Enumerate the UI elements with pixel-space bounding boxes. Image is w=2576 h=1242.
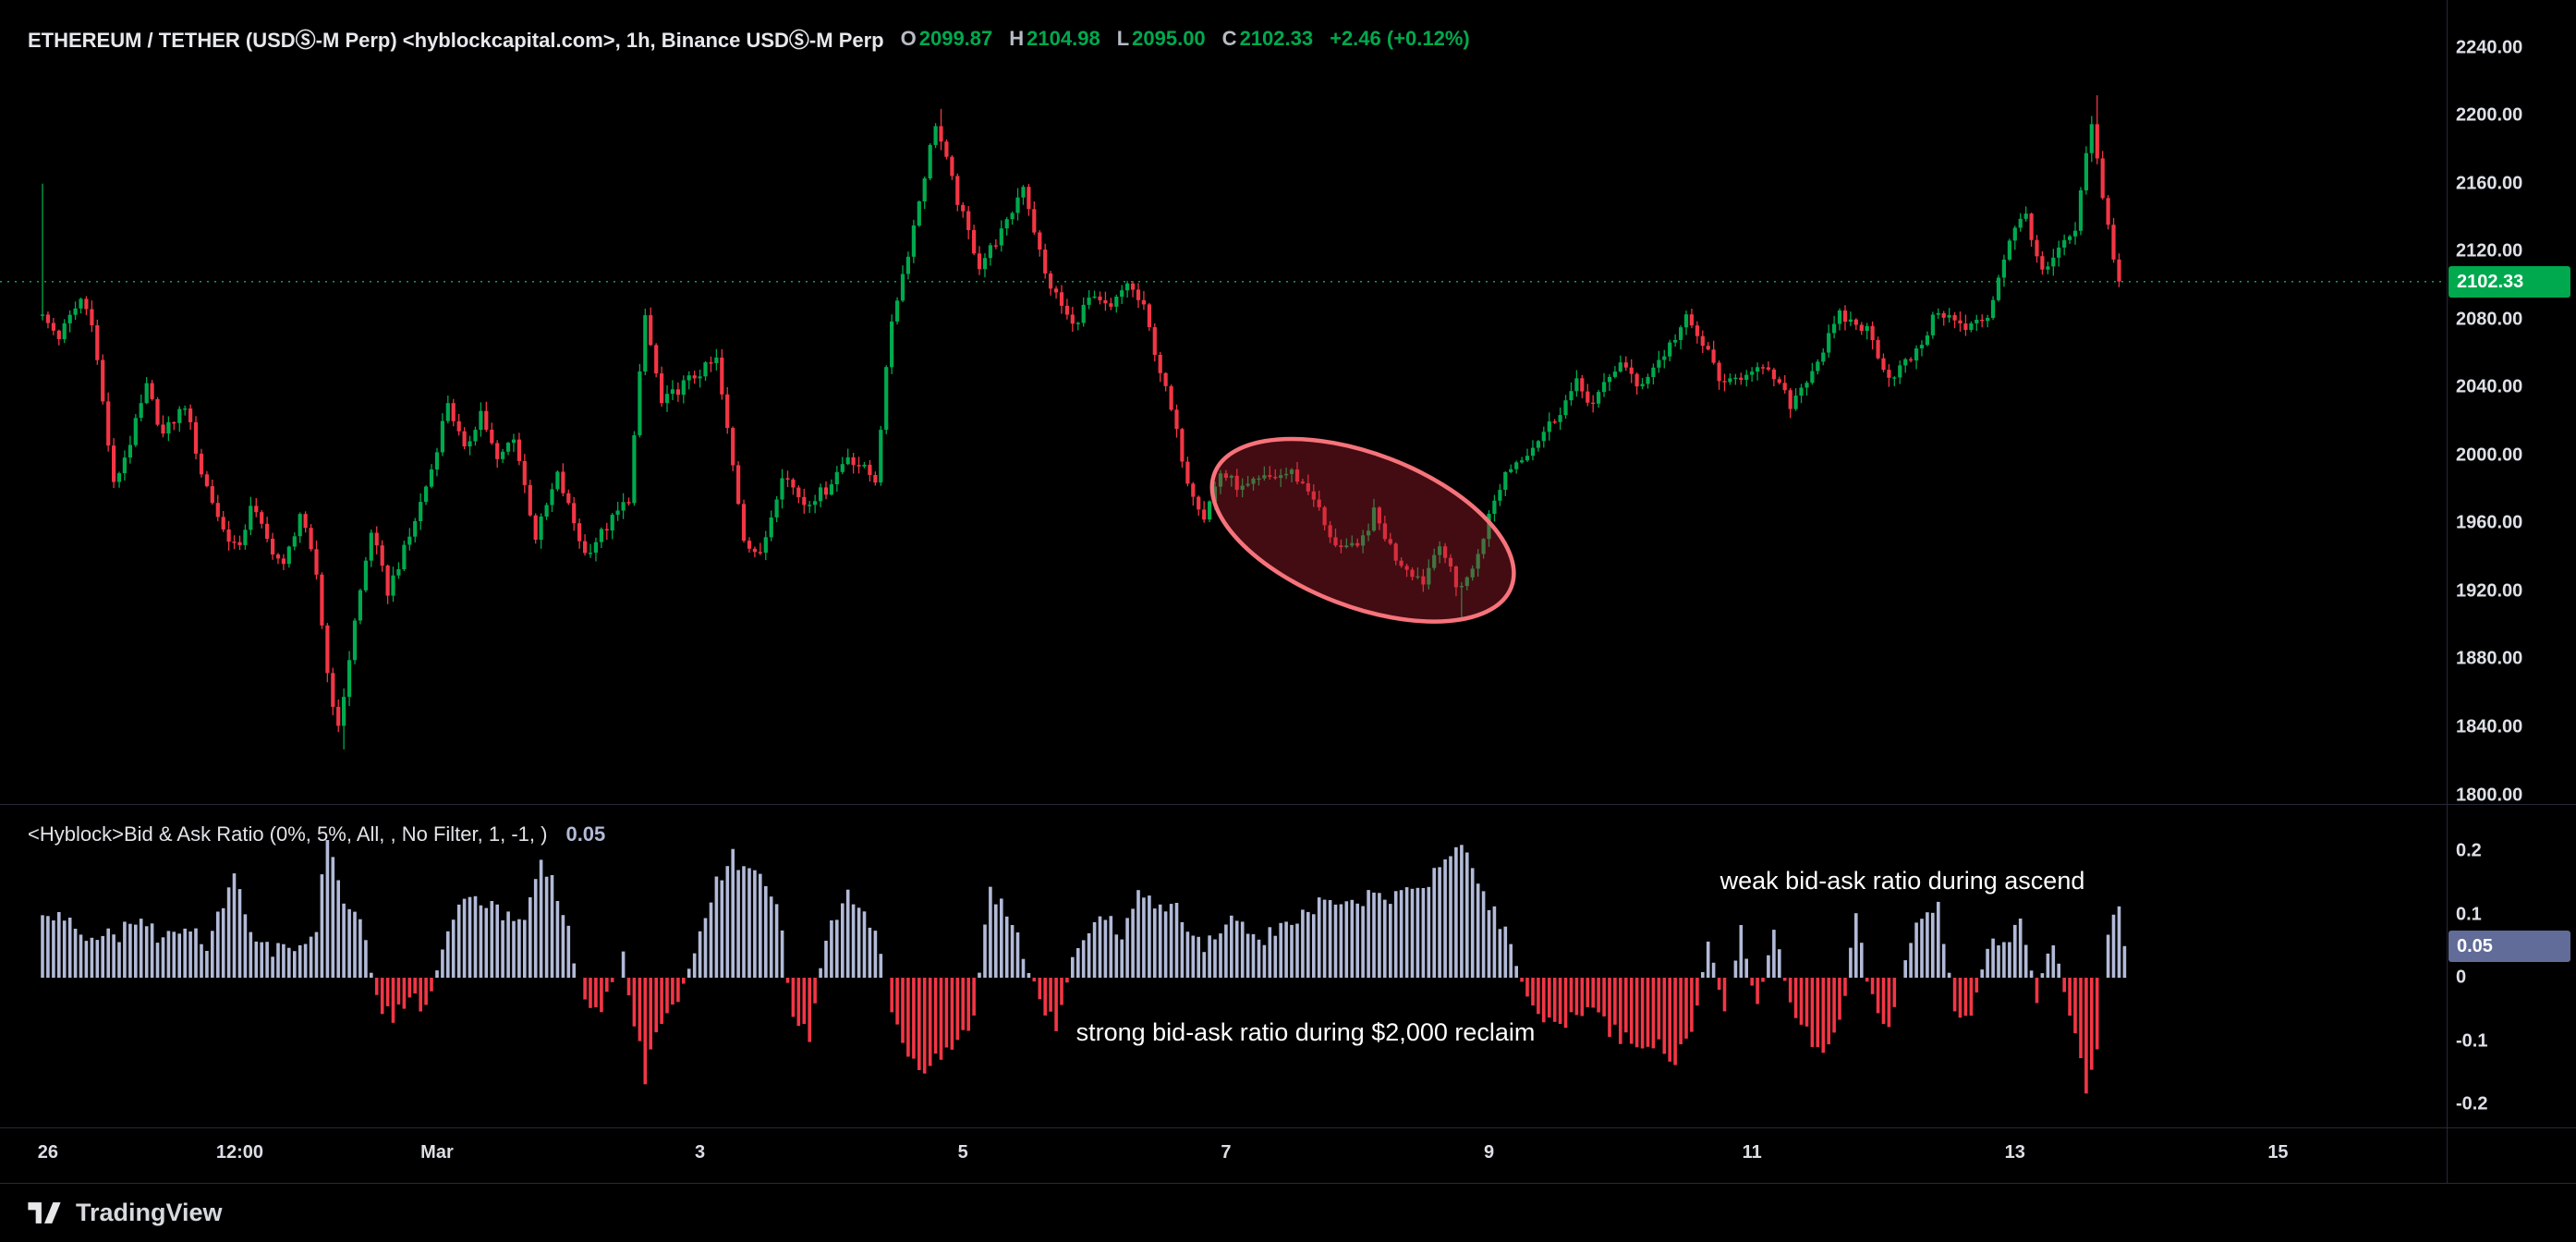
price-tick-label: 2000.00 [2456, 444, 2523, 466]
ratio-tick-label: 0.2 [2456, 840, 2482, 861]
time-tick-label: 5 [957, 1142, 968, 1163]
low-value: 2095.00 [1132, 27, 1206, 50]
price-tick-label: 1920.00 [2456, 580, 2523, 602]
time-tick-label: 15 [2267, 1142, 2289, 1163]
time-tick-label: 3 [695, 1142, 706, 1163]
weak-ratio-annotation[interactable]: weak bid-ask ratio during ascend [1719, 867, 2085, 895]
time-tick-label: 12:00 [215, 1142, 264, 1163]
symbol-legend[interactable]: ETHEREUM / TETHER (USDⓈ-M Perp) <hyblock… [28, 24, 1470, 54]
price-tick-label: 2160.00 [2456, 173, 2523, 194]
ratio-tick-label: 0 [2456, 967, 2467, 988]
close-value: 2102.33 [1239, 27, 1314, 50]
bid-ask-ratio-panel[interactable]: <Hyblock>Bid & Ask Ratio (0%, 5%, All, ,… [0, 804, 2447, 1127]
high-value: 2104.98 [1027, 27, 1100, 50]
ratio-value-badge: 0.05 [2448, 930, 2570, 962]
bottom-bar-separator [0, 1183, 2576, 1184]
ratio-histogram-series[interactable] [41, 840, 2127, 1094]
ohlc-low: L 2095.00 [1117, 27, 1206, 51]
candles-series[interactable] [40, 95, 2121, 749]
price-chart-panel[interactable]: ETHEREUM / TETHER (USDⓈ-M Perp) <hyblock… [0, 0, 2447, 804]
price-scale[interactable]: 2102.33 0.05 2240.00 2200.00 2160.00 2120.0… [2447, 0, 2576, 1183]
indicator-legend[interactable]: <Hyblock>Bid & Ask Ratio (0%, 5%, All, ,… [28, 822, 605, 846]
time-tick-label: 9 [1483, 1142, 1495, 1163]
price-tick-label: 1960.00 [2456, 512, 2523, 533]
price-tick-label: 2080.00 [2456, 309, 2523, 330]
low-label: L [1116, 27, 1130, 50]
ohlc-close: C 2102.33 [1222, 27, 1313, 51]
open-value: 2099.87 [918, 27, 993, 50]
time-tick-label: 26 [37, 1142, 59, 1163]
price-tick-label: 2240.00 [2456, 37, 2523, 58]
high-label: H [1009, 27, 1025, 50]
panel-separator[interactable] [0, 804, 2576, 805]
time-tick-label: 13 [2004, 1142, 2025, 1163]
time-tick-label: 11 [1742, 1142, 1762, 1163]
strong-ratio-annotation[interactable]: strong bid-ask ratio during $2,000 recla… [1075, 1018, 1536, 1046]
time-axis[interactable]: 26 12:00 Mar 3 5 7 9 11 13 15 [0, 1127, 2447, 1183]
ratio-tick-label: -0.1 [2456, 1030, 2488, 1051]
price-scale-separator [2447, 0, 2448, 1183]
price-tick-label: 2040.00 [2456, 376, 2523, 397]
price-tick-label: 2200.00 [2456, 104, 2523, 126]
indicator-value: 0.05 [565, 822, 606, 846]
price-tick-label: 1880.00 [2456, 648, 2523, 669]
ohlc-open: O 2099.87 [901, 27, 993, 51]
price-tick-label: 2120.00 [2456, 240, 2523, 262]
indicator-title[interactable]: <Hyblock>Bid & Ask Ratio (0%, 5%, All, ,… [28, 822, 548, 846]
change-value: +2.46 (+0.12%) [1330, 27, 1470, 50]
ratio-tick-label: -0.2 [2456, 1093, 2488, 1114]
ratio-tick-label: 0.1 [2456, 904, 2482, 924]
bottom-bar: TradingView [0, 1184, 2576, 1242]
ratio-histogram-canvas[interactable] [0, 804, 2447, 1127]
price-tick-label: 1840.00 [2456, 716, 2523, 737]
current-price-badge: 2102.33 [2448, 265, 2570, 298]
candlestick-chart-canvas[interactable] [0, 0, 2447, 804]
close-label: C [1221, 27, 1237, 50]
tradingview-logo-icon[interactable] [26, 1199, 63, 1226]
ohlc-high: H 2104.98 [1009, 27, 1100, 51]
time-axis-separator [0, 1127, 2576, 1128]
open-label: O [900, 27, 917, 50]
highlight-ellipse[interactable] [1187, 402, 1538, 659]
time-tick-label: Mar [420, 1142, 454, 1163]
price-tick-label: 1800.00 [2456, 785, 2523, 806]
time-tick-label: 7 [1221, 1142, 1232, 1163]
tradingview-wordmark[interactable]: TradingView [76, 1199, 223, 1226]
symbol-title[interactable]: ETHEREUM / TETHER (USDⓈ-M Perp) <hyblock… [28, 29, 884, 52]
